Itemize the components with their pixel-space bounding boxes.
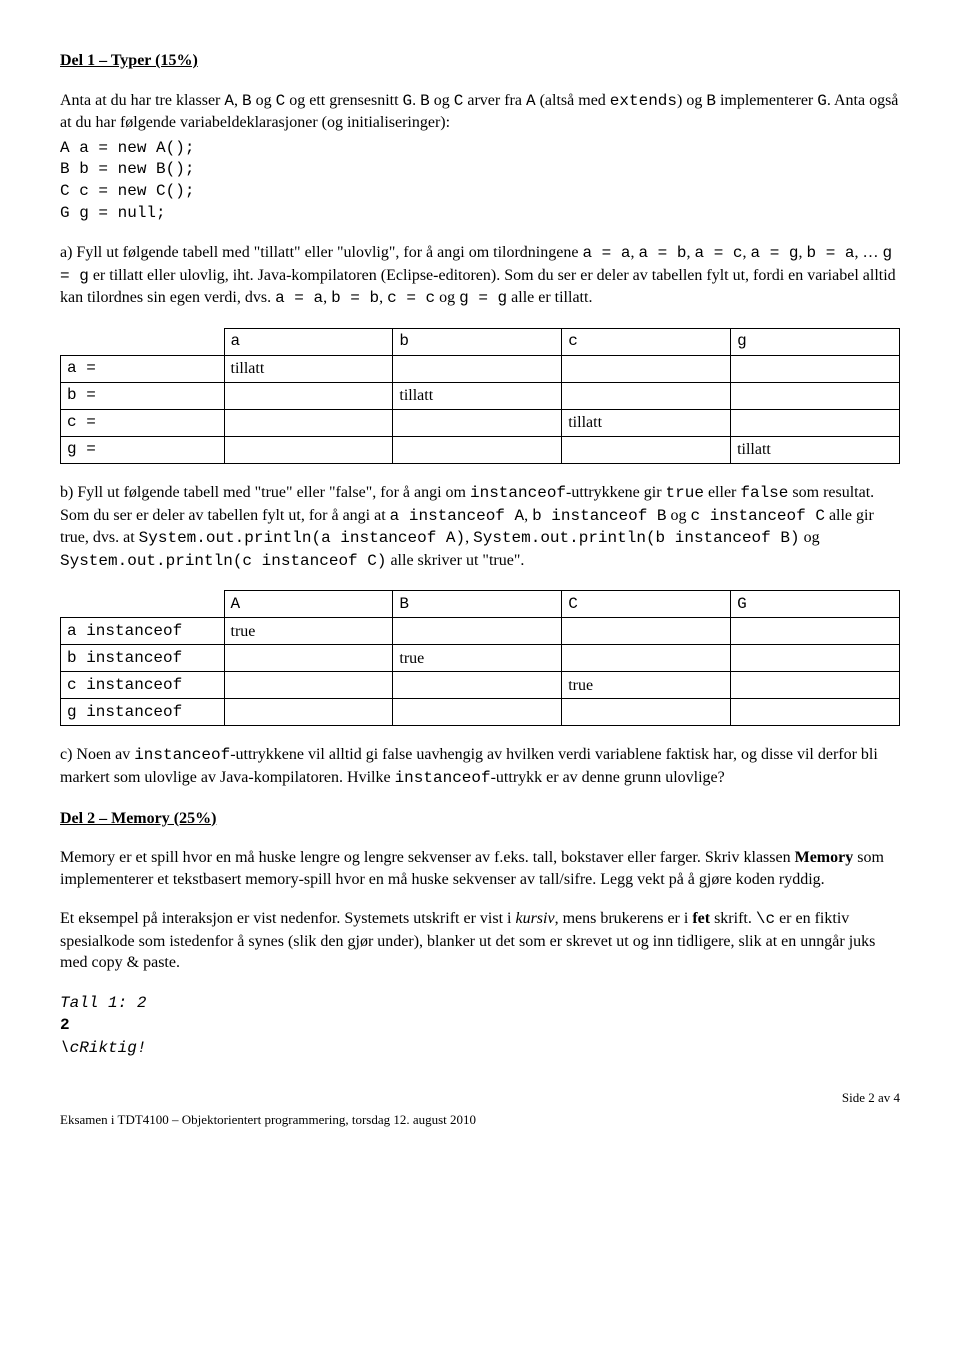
del1-title: Del 1 – Typer (15%): [60, 50, 900, 72]
table-instanceof: A B C G a instanceof true b instanceof t…: [60, 590, 900, 726]
table-cell-empty: [61, 328, 225, 355]
table-cell: [224, 645, 393, 672]
table-cell: tillatt: [393, 382, 562, 409]
footer-text: Eksamen i TDT4100 – Objektorientert prog…: [60, 1112, 476, 1127]
table-cell: [224, 436, 393, 463]
table-col-header: C: [562, 591, 731, 618]
table-cell: [731, 382, 900, 409]
table-assignments: a b c g a = tillatt b = tillatt c = till…: [60, 328, 900, 464]
table-cell: [731, 645, 900, 672]
table-row-header: g =: [61, 436, 225, 463]
table-cell: [562, 436, 731, 463]
decl-line: B b = new B();: [60, 159, 900, 181]
del1-part-b: b) Fyll ut følgende tabell med "true" el…: [60, 482, 900, 572]
table-cell: true: [562, 672, 731, 699]
table-cell: [562, 382, 731, 409]
table-row-header: b =: [61, 382, 225, 409]
table-cell: [562, 618, 731, 645]
table-col-header: a: [224, 328, 393, 355]
del1-part-a: a) Fyll ut følgende tabell med "tillatt"…: [60, 242, 900, 310]
del2-p2: Et eksempel på interaksjon er vist neden…: [60, 908, 900, 974]
table-col-header: c: [562, 328, 731, 355]
decl-block: A a = new A(); B b = new B(); C c = new …: [60, 138, 900, 224]
table-cell: [224, 672, 393, 699]
table-cell-empty: [61, 591, 225, 618]
example-line: \cRiktig!: [60, 1037, 900, 1059]
table-cell: [562, 645, 731, 672]
decl-line: A a = new A();: [60, 138, 900, 160]
del2-title: Del 2 – Memory (25%): [60, 808, 900, 830]
example-line: Tall 1: 2: [60, 992, 900, 1014]
table-cell: true: [224, 618, 393, 645]
decl-line: G g = null;: [60, 203, 900, 225]
del1-intro: Anta at du har tre klasser A, B og C og …: [60, 90, 900, 134]
table-cell: [731, 355, 900, 382]
example-block: Tall 1: 2 2 \cRiktig!: [60, 992, 900, 1059]
table-col-header: g: [731, 328, 900, 355]
table-col-header: B: [393, 591, 562, 618]
table-cell: [393, 409, 562, 436]
decl-line: C c = new C();: [60, 181, 900, 203]
table-cell: tillatt: [731, 436, 900, 463]
del1-part-c: c) Noen av instanceof-uttrykkene vil all…: [60, 744, 900, 789]
table-row-header: a instanceof: [61, 618, 225, 645]
table-cell: [224, 382, 393, 409]
table-cell: [731, 409, 900, 436]
table-row-header: c instanceof: [61, 672, 225, 699]
table-cell: [731, 699, 900, 726]
table-row-header: a =: [61, 355, 225, 382]
table-cell: [224, 409, 393, 436]
example-line-bold: 2: [60, 1014, 900, 1036]
table-cell: [562, 699, 731, 726]
page-footer: Side 2 av 4 Eksamen i TDT4100 – Objektor…: [60, 1089, 900, 1128]
table-cell: true: [393, 645, 562, 672]
table-cell: tillatt: [562, 409, 731, 436]
table-cell: [393, 618, 562, 645]
table-row-header: c =: [61, 409, 225, 436]
table-col-header: G: [731, 591, 900, 618]
del2-p1: Memory er et spill hvor en må huske leng…: [60, 847, 900, 890]
table-cell: [393, 355, 562, 382]
footer-page-number: Side 2 av 4: [842, 1089, 900, 1107]
table-cell: tillatt: [224, 355, 393, 382]
table-col-header: b: [393, 328, 562, 355]
table-row-header: g instanceof: [61, 699, 225, 726]
table-row-header: b instanceof: [61, 645, 225, 672]
table-cell: [393, 436, 562, 463]
table-col-header: A: [224, 591, 393, 618]
table-cell: [562, 355, 731, 382]
table-cell: [393, 672, 562, 699]
table-cell: [731, 618, 900, 645]
table-cell: [731, 672, 900, 699]
table-cell: [393, 699, 562, 726]
table-cell: [224, 699, 393, 726]
